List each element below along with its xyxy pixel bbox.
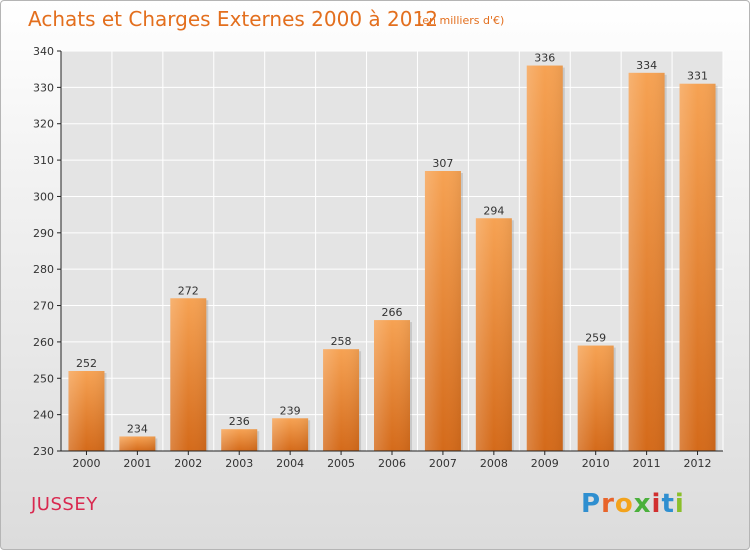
y-tick-label: 260 — [33, 336, 54, 349]
bars — [68, 65, 718, 452]
y-tick-label: 290 — [33, 227, 54, 240]
y-tick-label: 280 — [33, 263, 54, 276]
data-label: 236 — [229, 415, 250, 428]
y-tick-label: 250 — [33, 372, 54, 385]
bar-highlight — [424, 171, 461, 451]
bar-highlight — [272, 418, 309, 451]
bar-highlight — [68, 371, 105, 451]
bar-highlight — [119, 436, 156, 451]
bar-highlight — [475, 218, 512, 451]
data-label: 266 — [382, 306, 403, 319]
bar-highlight — [679, 83, 716, 452]
proxiti-logo[interactable]: Proxiti — [581, 489, 685, 519]
data-label: 234 — [127, 422, 148, 435]
x-tick-label: 2009 — [531, 457, 559, 470]
bar-highlight — [374, 320, 410, 451]
data-label: 334 — [636, 59, 657, 72]
bar-highlight — [221, 429, 258, 451]
commune-name: JUSSEY — [31, 494, 98, 515]
data-label: 336 — [534, 52, 555, 65]
logo-letter: P — [581, 489, 602, 519]
x-tick-label: 2005 — [327, 457, 355, 470]
chart-subtitle: (en milliers d'€) — [418, 14, 505, 27]
data-label: 331 — [687, 70, 708, 83]
logo-letter: x — [633, 489, 652, 519]
y-tick-label: 310 — [33, 154, 54, 167]
bar-highlight — [628, 72, 665, 452]
chart-title: Achats et Charges Externes 2000 à 2012 — [28, 7, 438, 31]
data-label: 259 — [585, 332, 606, 345]
y-tick-label: 270 — [33, 300, 54, 313]
labels: 230 240 250 260 270 280 290 300 310 320 330 340 252 2… — [33, 45, 712, 470]
x-tick-label: 2008 — [480, 457, 508, 470]
y-tick-label: 240 — [33, 409, 54, 422]
logo-letter: i — [651, 489, 662, 519]
x-tick-label: 2000 — [72, 457, 100, 470]
x-tick-label: 2007 — [429, 457, 457, 470]
x-tick-label: 2001 — [123, 457, 151, 470]
bar-highlight — [526, 65, 563, 451]
logo-letter: i — [674, 489, 685, 519]
logo-letter: t — [661, 489, 675, 519]
data-label: 258 — [331, 335, 352, 348]
logo-letter: r — [601, 489, 615, 519]
data-label: 239 — [280, 404, 301, 417]
x-tick-label: 2010 — [582, 457, 610, 470]
y-tick-label: 340 — [33, 45, 54, 58]
data-label: 252 — [76, 357, 97, 370]
bar-highlight — [170, 298, 207, 451]
logo-letter: o — [614, 489, 634, 519]
x-tick-label: 2006 — [378, 457, 406, 470]
data-label: 307 — [432, 157, 453, 170]
x-tick-label: 2012 — [684, 457, 712, 470]
bar-highlight — [323, 349, 360, 451]
x-tick-label: 2003 — [225, 457, 253, 470]
y-tick-label: 330 — [33, 81, 54, 94]
x-tick-label: 2004 — [276, 457, 304, 470]
y-tick-label: 320 — [33, 118, 54, 131]
bar-highlight — [577, 345, 614, 451]
y-tick-label: 300 — [33, 190, 54, 203]
data-label: 272 — [178, 284, 199, 297]
axes — [57, 50, 723, 455]
data-label: 294 — [483, 204, 504, 217]
x-tick-label: 2011 — [633, 457, 661, 470]
y-tick-label: 230 — [33, 445, 54, 458]
x-tick-label: 2002 — [174, 457, 202, 470]
